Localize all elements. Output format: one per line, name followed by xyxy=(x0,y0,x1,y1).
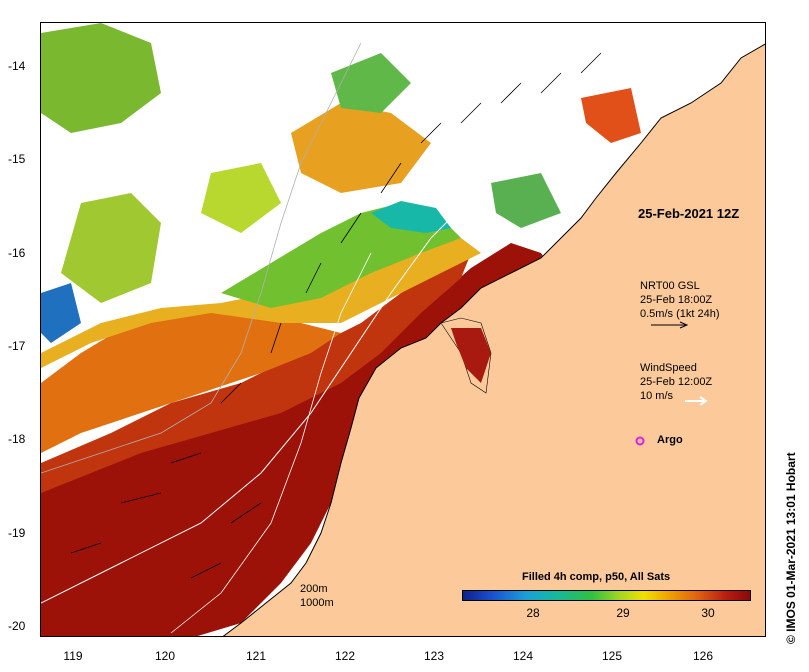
lon-tick: 125 xyxy=(601,649,623,663)
current-vector xyxy=(220,382,242,404)
current-vector xyxy=(190,562,222,579)
depth-1000m-label: 1000m xyxy=(300,597,334,609)
current-vector xyxy=(500,82,522,104)
current-vector xyxy=(380,162,402,194)
sst-map xyxy=(40,22,766,637)
current-legend-line3: 0.5m/s (1kt 24h) xyxy=(640,308,720,320)
sst-north-patch-5 xyxy=(331,53,411,113)
sst-cyan-patch xyxy=(371,201,451,233)
sst-map-graphic xyxy=(41,23,765,636)
lat-tick: -19 xyxy=(8,526,26,540)
lon-tick: 124 xyxy=(512,649,534,663)
argo-float-marker xyxy=(635,436,645,446)
lat-tick: -14 xyxy=(8,59,26,73)
contour-1000m-b xyxy=(170,252,372,634)
sst-north-patch-1 xyxy=(41,23,161,133)
current-vector xyxy=(340,212,362,244)
sst-north-patch-2 xyxy=(61,193,161,303)
current-legend-line2: 25-Feb 18:00Z xyxy=(640,294,713,306)
colorbar-tick: 28 xyxy=(526,606,540,620)
current-vector xyxy=(170,452,202,464)
sst-colorbar xyxy=(462,590,751,601)
lat-tick: -17 xyxy=(8,339,26,353)
sst-north-patch-6 xyxy=(581,88,641,143)
depth-200m-label: 200m xyxy=(300,583,328,595)
contour-200m xyxy=(41,42,512,604)
wind-scale-arrow-icon xyxy=(685,396,708,406)
lat-tick: -15 xyxy=(8,152,26,166)
wind-legend-line3: 10 m/s xyxy=(640,390,674,402)
sst-north-patch-4 xyxy=(201,163,281,233)
map-date-stamp: 25-Feb-2021 12Z xyxy=(638,206,740,221)
current-vectors xyxy=(70,52,602,579)
sst-north-patch-7 xyxy=(491,173,561,228)
depth-legend: 200m 1000m xyxy=(300,582,334,610)
imos-credit: © IMOS 01-Mar-2021 13:01 Hobart xyxy=(784,452,798,644)
current-vector xyxy=(305,262,322,294)
colorbar-tick: 29 xyxy=(616,606,630,620)
current-vector xyxy=(230,502,262,524)
lat-tick: -20 xyxy=(8,619,26,633)
peninsula-red-area xyxy=(451,328,491,383)
wind-legend: WindSpeed 25-Feb 12:00Z 10 m/s xyxy=(640,361,712,403)
lon-tick: 126 xyxy=(692,649,714,663)
current-vector xyxy=(460,102,482,124)
current-legend: NRT00 GSL 25-Feb 18:00Z 0.5m/s (1kt 24h) xyxy=(640,279,719,321)
contour-1000m xyxy=(41,42,362,474)
lon-tick: 119 xyxy=(63,649,83,663)
coastline xyxy=(222,43,765,636)
current-vector xyxy=(120,492,162,504)
lon-tick: 120 xyxy=(154,649,176,663)
colorbar-title: Filled 4h comp, p50, All Sats xyxy=(522,571,671,583)
sst-warm-region xyxy=(41,253,471,493)
current-vector xyxy=(580,52,602,74)
current-scale-arrow-icon xyxy=(651,321,689,329)
lat-tick: -18 xyxy=(8,432,26,446)
lon-tick: 123 xyxy=(423,649,445,663)
current-vector xyxy=(270,322,282,354)
lat-tick: -16 xyxy=(8,246,26,260)
current-legend-line1: NRT00 GSL xyxy=(640,280,700,292)
colorbar-tick: 30 xyxy=(701,606,715,620)
sst-orange-region xyxy=(41,313,341,453)
current-vector xyxy=(70,542,102,554)
argo-label: Argo xyxy=(657,434,683,446)
sst-north-patch-8 xyxy=(41,283,81,343)
lon-tick: 122 xyxy=(334,649,356,663)
wind-legend-line2: 25-Feb 12:00Z xyxy=(640,376,713,388)
lon-tick: 121 xyxy=(245,649,267,663)
wind-legend-line1: WindSpeed xyxy=(640,362,697,374)
current-vector xyxy=(420,122,442,144)
current-vector xyxy=(540,72,562,94)
australia-landmass xyxy=(223,44,765,636)
